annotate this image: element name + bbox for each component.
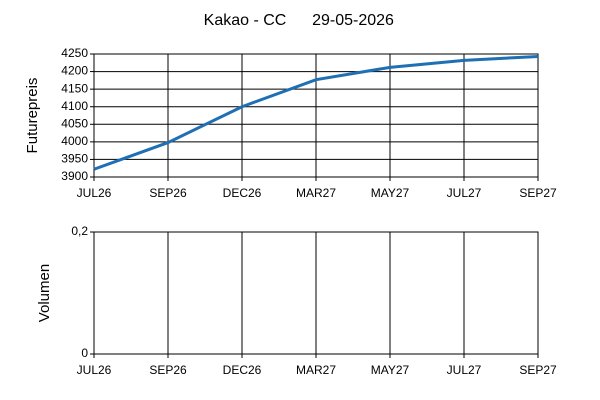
x-tick-label: SEP26 <box>149 186 187 200</box>
y-tick-label: 3900 <box>61 169 88 183</box>
x-tick-label: JUL26 <box>77 186 112 200</box>
x-tick-label: MAY27 <box>371 363 410 377</box>
y-tick-label: 3950 <box>61 152 88 166</box>
x-tick-label: DEC26 <box>223 186 262 200</box>
plot-frame <box>93 231 539 355</box>
y-tick-label: 4050 <box>61 116 88 130</box>
chart-date: 29-05-2026 <box>312 12 394 29</box>
x-tick-label: SEP27 <box>519 363 557 377</box>
x-tick-label: MAY27 <box>371 186 410 200</box>
y-tick-label: 4150 <box>61 81 88 95</box>
x-tick-label: SEP26 <box>149 363 187 377</box>
x-tick-label: JUL26 <box>77 363 112 377</box>
x-tick-label: JUL27 <box>447 186 482 200</box>
data-line <box>93 54 539 171</box>
y-tick-label: 4000 <box>61 134 88 148</box>
y-tick-label: 0,2 <box>71 224 88 238</box>
y-tick-label: 4250 <box>61 46 88 60</box>
x-tick-label: MAR27 <box>296 363 336 377</box>
x-tick-label: DEC26 <box>223 363 262 377</box>
x-tick-label: SEP27 <box>519 186 557 200</box>
chart-title: Kakao - CC <box>204 12 287 29</box>
x-tick-label: JUL27 <box>447 363 482 377</box>
y-axis-label: Futurepreis <box>24 78 41 154</box>
y-tick-label: 4200 <box>61 64 88 78</box>
y-axis-label: Volumen <box>36 264 53 322</box>
y-tick-label: 4100 <box>61 99 88 113</box>
y-tick-label: 0 <box>81 346 88 360</box>
x-tick-label: MAR27 <box>296 186 336 200</box>
plot-frame <box>93 53 539 178</box>
